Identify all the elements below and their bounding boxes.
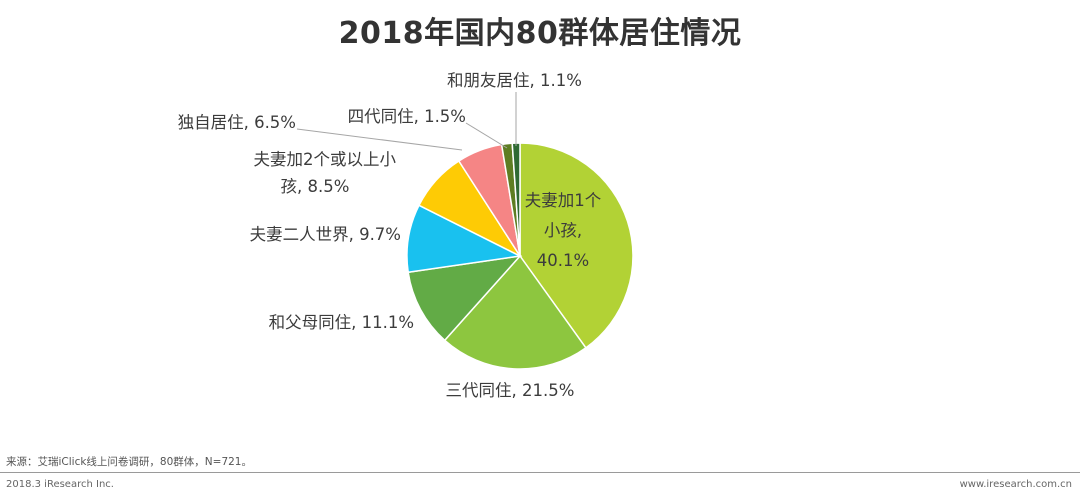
slice-label: 和朋友居住, 1.1% (447, 71, 582, 90)
slice-label: 夫妻二人世界, 9.7% (250, 225, 401, 244)
slice-label: 三代同住, 21.5% (446, 381, 575, 400)
leader-line (465, 122, 508, 149)
slice-label: 和父母同住, 11.1% (269, 313, 414, 332)
pie-slice (443, 254, 587, 370)
leader-line (296, 128, 463, 151)
slice-label: 小孩, (544, 221, 582, 240)
pie-slice (519, 142, 634, 349)
leader-lines (296, 92, 517, 151)
copyright: 2018.3 iResearch Inc. (6, 479, 114, 490)
slice-label: 独自居住, 6.5% (178, 113, 296, 132)
pie-slice (407, 254, 522, 342)
chart-title: 2018年国内80群体居住情况 (338, 16, 742, 51)
pie-slices (406, 142, 634, 370)
slice-label: 孩, 8.5% (281, 177, 350, 196)
slice-label: 夫妻加1个 (525, 191, 602, 210)
slice-label: 夫妻加2个或以上小 (254, 150, 397, 169)
slice-label: 四代同住, 1.5% (348, 107, 466, 126)
website-link[interactable]: www.iresearch.com.cn (959, 479, 1072, 490)
footer-divider (0, 472, 1080, 473)
source-note: 来源：艾瑞iClick线上问卷调研，80群体，N=721。 (6, 456, 252, 468)
slice-label: 40.1% (537, 251, 589, 270)
